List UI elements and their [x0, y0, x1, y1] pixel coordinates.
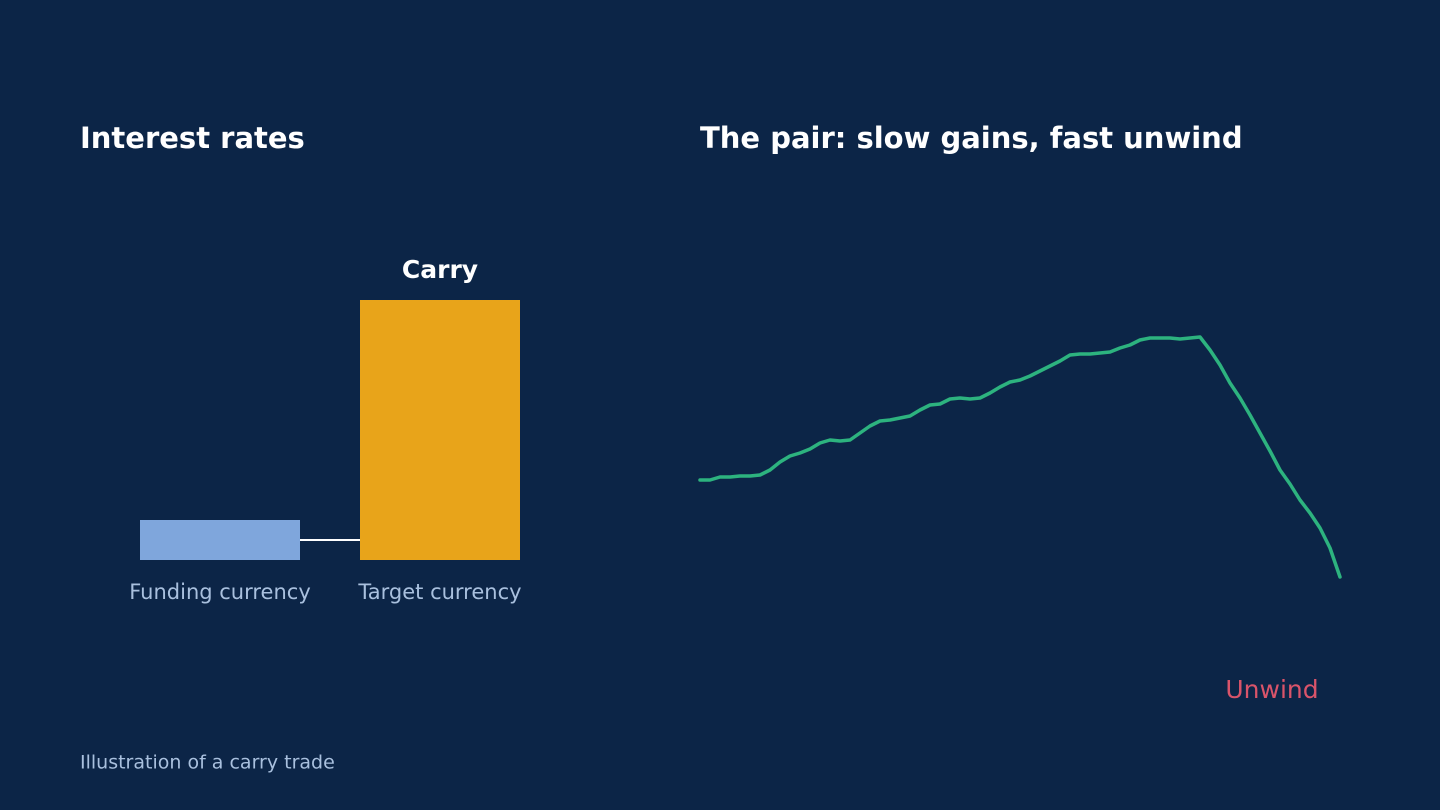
caption: Illustration of a carry trade	[80, 752, 335, 774]
category-label: Target currency	[357, 580, 521, 604]
line	[698, 335, 1342, 579]
bar	[360, 300, 520, 560]
category-label: Funding currency	[129, 580, 311, 604]
chart-title: The pair: slow gains, fast unwind	[700, 121, 1243, 155]
annotation: Carry	[402, 255, 478, 284]
bar	[140, 520, 300, 560]
annotation: Unwind	[1225, 675, 1318, 704]
chart-title: Interest rates	[80, 121, 305, 155]
